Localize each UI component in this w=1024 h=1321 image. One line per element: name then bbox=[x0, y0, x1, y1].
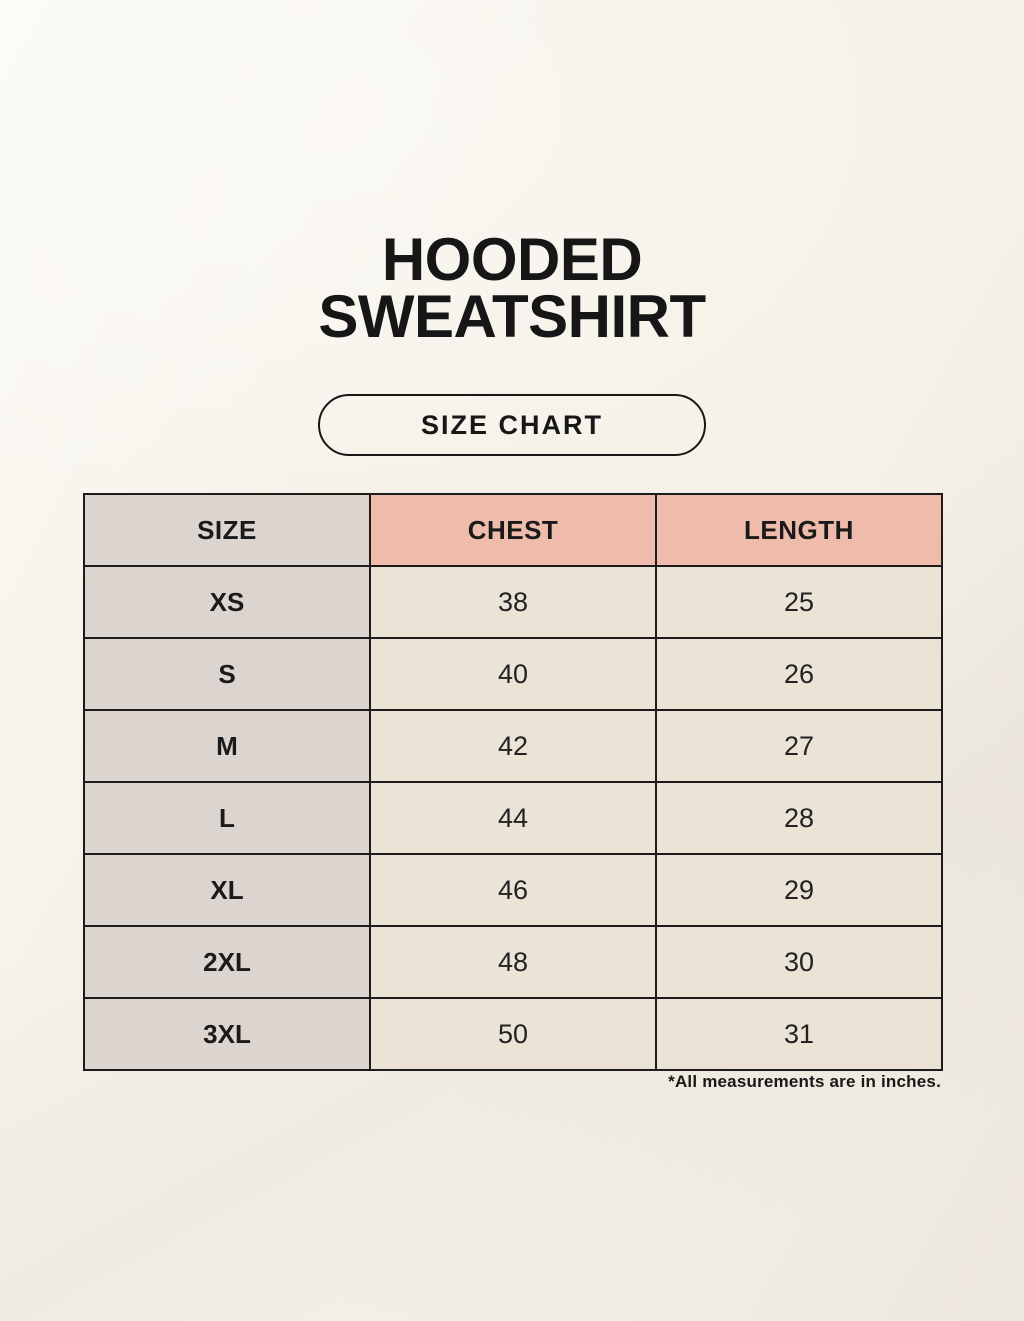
chest-cell: 44 bbox=[369, 781, 657, 855]
chest-cell: 40 bbox=[369, 637, 657, 711]
column-header-size: SIZE bbox=[83, 493, 371, 567]
table-row: XS 38 25 bbox=[83, 565, 943, 639]
size-cell: XS bbox=[83, 565, 371, 639]
length-cell: 27 bbox=[655, 709, 943, 783]
table-row: 2XL 48 30 bbox=[83, 925, 943, 999]
chest-cell: 50 bbox=[369, 997, 657, 1071]
size-cell: M bbox=[83, 709, 371, 783]
column-header-length: LENGTH bbox=[655, 493, 943, 567]
table-row: XL 46 29 bbox=[83, 853, 943, 927]
page-title-line-2: SWEATSHIRT bbox=[318, 283, 706, 350]
table-row: S 40 26 bbox=[83, 637, 943, 711]
size-cell: L bbox=[83, 781, 371, 855]
size-chart-button[interactable]: SIZE CHART bbox=[318, 394, 706, 456]
size-cell: XL bbox=[83, 853, 371, 927]
table-row: 3XL 50 31 bbox=[83, 997, 943, 1071]
size-cell: 2XL bbox=[83, 925, 371, 999]
chest-cell: 42 bbox=[369, 709, 657, 783]
table-header-row: SIZE CHEST LENGTH bbox=[83, 493, 943, 567]
table-row: L 44 28 bbox=[83, 781, 943, 855]
size-chart-table: SIZE CHEST LENGTH XS 38 25 S 40 26 M 42 … bbox=[83, 493, 943, 1071]
length-cell: 26 bbox=[655, 637, 943, 711]
page-title-line-1: HOODED bbox=[381, 226, 643, 293]
size-cell: 3XL bbox=[83, 997, 371, 1071]
page-title: HOODED SWEATSHIRT bbox=[0, 226, 1024, 350]
length-cell: 28 bbox=[655, 781, 943, 855]
length-cell: 30 bbox=[655, 925, 943, 999]
size-cell: S bbox=[83, 637, 371, 711]
length-cell: 29 bbox=[655, 853, 943, 927]
chest-cell: 48 bbox=[369, 925, 657, 999]
chest-cell: 38 bbox=[369, 565, 657, 639]
table-row: M 42 27 bbox=[83, 709, 943, 783]
chest-cell: 46 bbox=[369, 853, 657, 927]
length-cell: 31 bbox=[655, 997, 943, 1071]
length-cell: 25 bbox=[655, 565, 943, 639]
measurements-footnote: *All measurements are in inches. bbox=[668, 1072, 941, 1091]
column-header-chest: CHEST bbox=[369, 493, 657, 567]
